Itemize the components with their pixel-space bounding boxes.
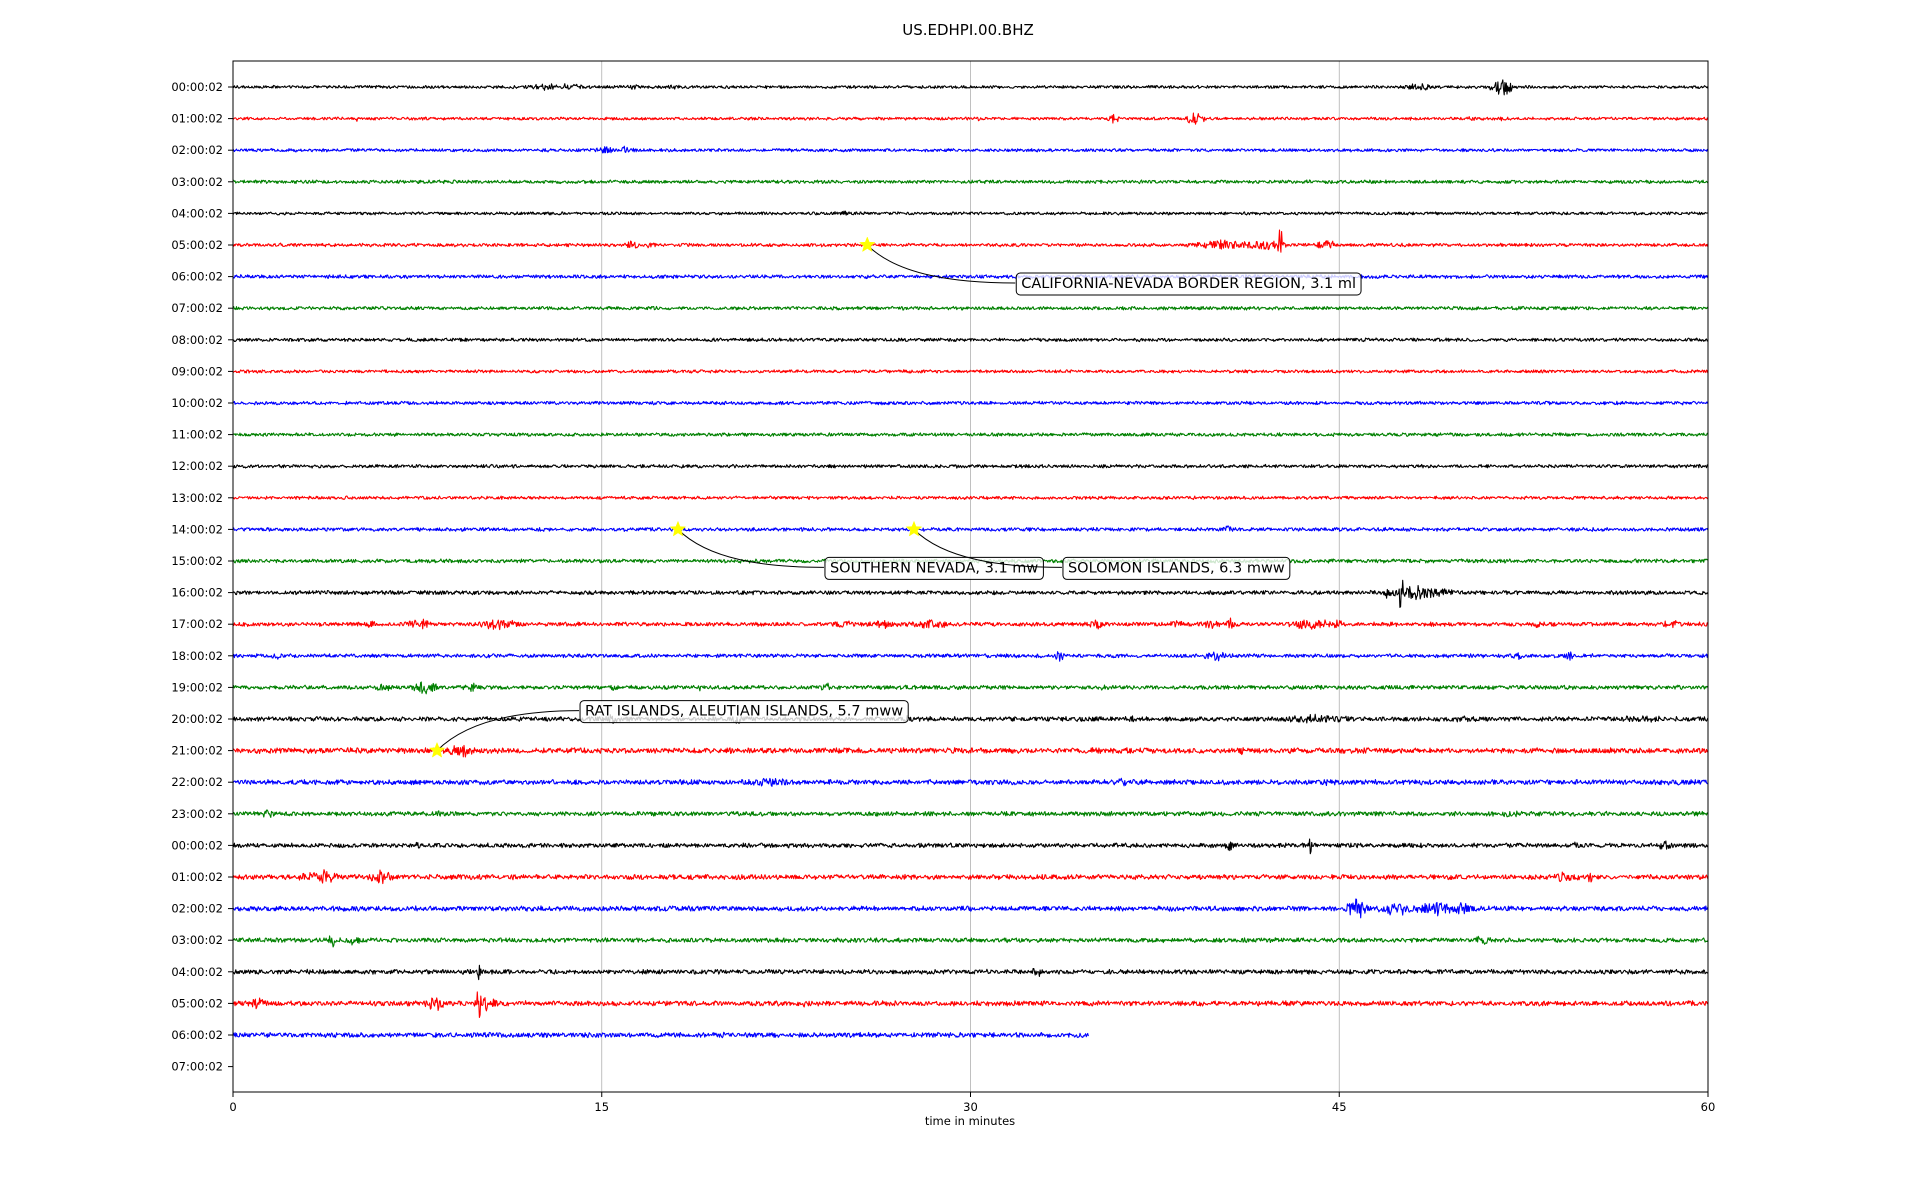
trace-line bbox=[232, 991, 1709, 1019]
event-label-text: SOUTHERN NEVADA, 3.1 mw bbox=[830, 560, 1038, 576]
event-star-marker bbox=[669, 520, 687, 537]
chart-title: US.EDHPI.00.BHZ bbox=[902, 21, 1034, 39]
trace-line bbox=[232, 525, 1709, 532]
event-label: SOLOMON ISLANDS, 6.3 mww bbox=[1062, 556, 1291, 580]
trace-line bbox=[232, 744, 1709, 758]
event-connector bbox=[866, 244, 1016, 284]
event-annotations: CALIFORNIA-NEVADA BORDER REGION, 3.1 ml S… bbox=[428, 236, 1362, 758]
y-tick-label: 00:00:02 bbox=[171, 838, 223, 852]
trace-line bbox=[232, 79, 1709, 96]
y-axis-ticks: 00:00:02 01:00:02 02:00:02 03:00:02 04:00:02… bbox=[171, 80, 233, 1074]
y-tick-label: 03:00:02 bbox=[171, 175, 223, 189]
event-connector bbox=[677, 529, 824, 568]
y-tick-label: 20:00:02 bbox=[171, 712, 223, 726]
y-tick-label: 12:00:02 bbox=[171, 459, 223, 473]
trace-layer bbox=[232, 79, 1709, 1039]
y-tick-label: 05:00:02 bbox=[171, 238, 223, 252]
y-tick-label: 07:00:02 bbox=[171, 1060, 223, 1074]
trace-line bbox=[232, 838, 1709, 855]
y-tick-label: 00:00:02 bbox=[171, 80, 223, 94]
y-tick-label: 21:00:02 bbox=[171, 744, 223, 758]
trace-line bbox=[232, 617, 1709, 631]
x-tick-label: 15 bbox=[594, 1100, 609, 1114]
x-tick-label: 45 bbox=[1332, 1100, 1347, 1114]
x-tick-label: 30 bbox=[963, 1100, 978, 1114]
event-label: RAT ISLANDS, ALEUTIAN ISLANDS, 5.7 mww bbox=[579, 700, 909, 724]
y-tick-label: 15:00:02 bbox=[171, 554, 223, 568]
event-label: SOUTHERN NEVADA, 3.1 mw bbox=[824, 556, 1044, 580]
trace-line bbox=[232, 935, 1709, 948]
y-tick-label: 22:00:02 bbox=[171, 775, 223, 789]
event-label-text: SOLOMON ISLANDS, 6.3 mww bbox=[1068, 560, 1285, 576]
trace-line bbox=[232, 495, 1709, 501]
y-tick-label: 18:00:02 bbox=[171, 649, 223, 663]
event-connector bbox=[436, 710, 580, 751]
trace-line bbox=[232, 369, 1709, 374]
event-connector bbox=[913, 529, 1062, 568]
trace-line bbox=[232, 145, 1709, 154]
y-tick-label: 23:00:02 bbox=[171, 807, 223, 821]
y-tick-label: 04:00:02 bbox=[171, 965, 223, 979]
trace-line bbox=[232, 898, 1709, 919]
y-tick-label: 16:00:02 bbox=[171, 586, 223, 600]
x-tick-label: 0 bbox=[229, 1100, 236, 1114]
trace-line bbox=[232, 210, 1708, 216]
trace-line bbox=[232, 809, 1709, 818]
trace-line bbox=[232, 229, 1709, 253]
y-tick-label: 11:00:02 bbox=[171, 428, 223, 442]
trace-line bbox=[232, 432, 1709, 437]
trace-line bbox=[232, 400, 1709, 406]
x-axis-label: time in minutes bbox=[925, 1114, 1015, 1128]
event-label-box bbox=[579, 700, 909, 724]
trace-line bbox=[233, 337, 1708, 343]
y-tick-label: 10:00:02 bbox=[171, 396, 223, 410]
y-tick-label: 07:00:02 bbox=[171, 301, 223, 315]
y-tick-label: 02:00:02 bbox=[171, 902, 223, 916]
trace-line bbox=[232, 869, 1709, 885]
event-label-box bbox=[824, 556, 1044, 580]
event-label-text: RAT ISLANDS, ALEUTIAN ISLANDS, 5.7 mww bbox=[585, 704, 903, 720]
trace-line bbox=[232, 777, 1709, 787]
trace-line bbox=[232, 463, 1709, 469]
y-tick-label: 01:00:02 bbox=[171, 870, 223, 884]
y-tick-label: 01:00:02 bbox=[171, 112, 223, 126]
y-tick-label: 06:00:02 bbox=[171, 270, 223, 284]
x-tick-label: 60 bbox=[1701, 1100, 1716, 1114]
trace-line bbox=[232, 579, 1709, 608]
trace-line bbox=[232, 305, 1709, 311]
trace-line bbox=[232, 1031, 1089, 1039]
event-label-box bbox=[1062, 556, 1291, 580]
trace-line bbox=[232, 179, 1709, 185]
event-label-box bbox=[1015, 272, 1362, 296]
event-star-marker bbox=[858, 236, 876, 253]
y-tick-label: 03:00:02 bbox=[171, 933, 223, 947]
y-tick-label: 19:00:02 bbox=[171, 680, 223, 694]
y-tick-label: 06:00:02 bbox=[171, 1028, 223, 1042]
y-tick-label: 05:00:02 bbox=[171, 996, 223, 1010]
y-tick-label: 14:00:02 bbox=[171, 522, 223, 536]
y-tick-label: 04:00:02 bbox=[171, 206, 223, 220]
trace-line bbox=[232, 651, 1709, 662]
y-tick-label: 17:00:02 bbox=[171, 617, 223, 631]
y-tick-label: 09:00:02 bbox=[171, 364, 223, 378]
event-label: CALIFORNIA-NEVADA BORDER REGION, 3.1 ml bbox=[1015, 272, 1362, 296]
trace-line bbox=[232, 964, 1708, 981]
trace-line bbox=[232, 274, 1709, 280]
trace-line bbox=[232, 112, 1709, 125]
event-label-text: CALIFORNIA-NEVADA BORDER REGION, 3.1 ml bbox=[1021, 276, 1356, 292]
y-tick-label: 08:00:02 bbox=[171, 333, 223, 347]
event-star-marker bbox=[905, 520, 923, 537]
event-star-marker bbox=[428, 741, 446, 758]
x-axis-ticks: 0 15 30 45 60 bbox=[229, 1092, 1715, 1114]
y-tick-label: 02:00:02 bbox=[171, 143, 223, 157]
trace-line bbox=[232, 681, 1709, 695]
y-tick-label: 13:00:02 bbox=[171, 491, 223, 505]
trace-line bbox=[232, 713, 1709, 724]
